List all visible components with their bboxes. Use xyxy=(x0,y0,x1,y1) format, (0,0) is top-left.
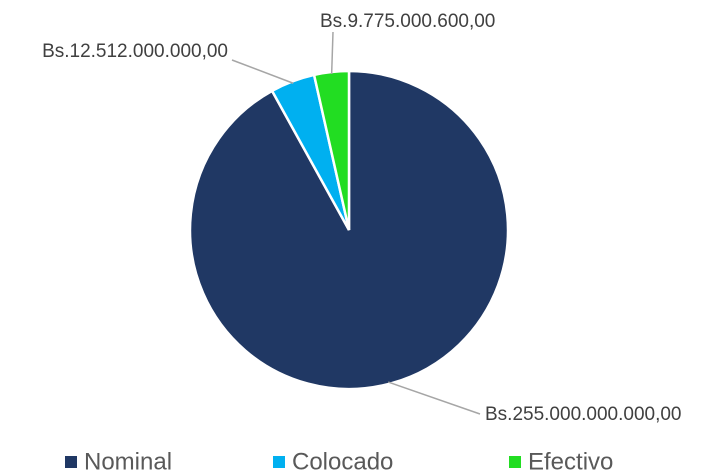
legend-label: Efectivo xyxy=(528,448,613,475)
legend-label: Nominal xyxy=(84,448,172,475)
leader-line xyxy=(330,31,334,74)
legend-label: Colocado xyxy=(292,448,393,475)
leader-line xyxy=(231,59,294,84)
legend-swatch xyxy=(509,456,521,468)
legend-swatch xyxy=(65,456,77,468)
data-label: Bs.255.000.000.000,00 xyxy=(485,404,682,425)
legend-swatch xyxy=(273,456,285,468)
data-label: Bs.12.512.000.000,00 xyxy=(42,41,228,62)
leader-line xyxy=(387,381,481,415)
data-label: Bs.9.775.000.600,00 xyxy=(320,11,495,32)
